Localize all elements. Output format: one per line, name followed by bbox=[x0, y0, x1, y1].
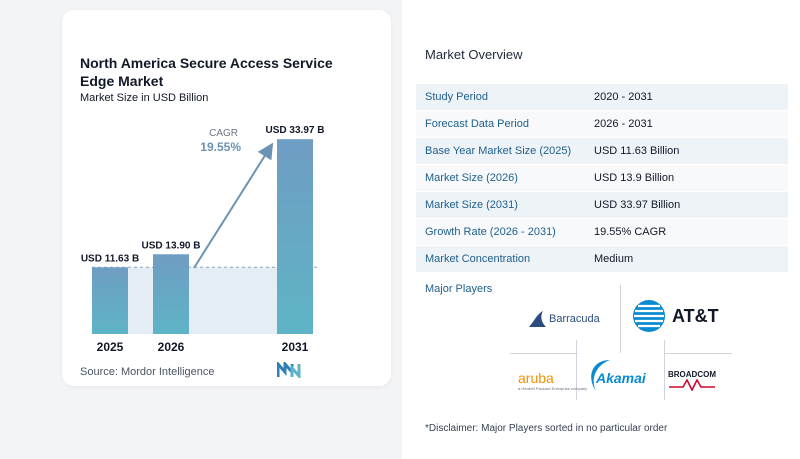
row-label: Forecast Data Period bbox=[425, 118, 529, 130]
table-row: Forecast Data Period 2026 - 2031 bbox=[416, 111, 788, 138]
broadcom-text: BROADCOM bbox=[668, 370, 716, 379]
barracuda-text: Barracuda bbox=[549, 313, 600, 325]
bar-2025 bbox=[92, 267, 128, 334]
cagr-value: 19.55% bbox=[200, 140, 241, 154]
players-grid bbox=[510, 285, 732, 400]
cagr-label: CAGR bbox=[209, 128, 238, 139]
row-label: Market Size (2031) bbox=[425, 199, 518, 211]
row-label: Growth Rate (2026 - 2031) bbox=[425, 226, 556, 238]
chart-title: North America Secure Access Service Edge… bbox=[80, 55, 333, 89]
disclaimer-text: *Disclaimer: Major Players sorted in no … bbox=[425, 423, 668, 434]
grid-divider bbox=[576, 340, 577, 400]
market-stats-table: Study Period 2020 - 2031 Forecast Data P… bbox=[416, 84, 788, 273]
att-text: AT&T bbox=[672, 305, 719, 326]
akamai-text: Akamai bbox=[596, 370, 646, 386]
att-logo: AT&T bbox=[632, 299, 719, 333]
tick-label-2025: 2025 bbox=[97, 340, 124, 354]
row-value: USD 13.9 Billion bbox=[594, 172, 675, 184]
overview-title: Market Overview bbox=[425, 47, 523, 62]
table-row: Base Year Market Size (2025) USD 11.63 B… bbox=[416, 138, 788, 165]
table-row: Market Size (2031) USD 33.97 Billion bbox=[416, 192, 788, 219]
row-label: Market Size (2026) bbox=[425, 172, 518, 184]
row-value: 2020 - 2031 bbox=[594, 91, 653, 103]
grid-divider bbox=[510, 353, 578, 354]
row-label: Base Year Market Size (2025) bbox=[425, 145, 572, 157]
broadcom-logo: BROADCOM bbox=[668, 370, 716, 391]
bar-2026 bbox=[153, 254, 189, 334]
source-text: Source: Mordor Intelligence bbox=[80, 366, 215, 378]
table-row: Market Size (2026) USD 13.9 Billion bbox=[416, 165, 788, 192]
chart-subtitle: Market Size in USD Billion bbox=[80, 92, 209, 104]
tick-label-2031: 2031 bbox=[282, 340, 309, 354]
aruba-logo: aruba a Hewlett Packard Enterprise compa… bbox=[518, 370, 587, 391]
grid-divider bbox=[664, 353, 732, 354]
row-value: 2026 - 2031 bbox=[594, 118, 653, 130]
data-label-2031: USD 33.97 B bbox=[266, 125, 325, 136]
row-value: USD 11.63 Billion bbox=[594, 145, 680, 157]
aruba-subtext: a Hewlett Packard Enterprise company bbox=[518, 386, 588, 391]
row-value: USD 33.97 Billion bbox=[594, 199, 681, 211]
bar-2031 bbox=[277, 139, 313, 334]
att-globe-icon bbox=[633, 300, 665, 332]
grid-divider bbox=[664, 340, 665, 400]
tick-label-2026: 2026 bbox=[158, 340, 185, 354]
table-row: Study Period 2020 - 2031 bbox=[416, 84, 788, 111]
row-label: Market Concentration bbox=[425, 253, 531, 265]
major-players-title: Major Players bbox=[425, 283, 493, 295]
akamai-wave-icon bbox=[591, 360, 610, 391]
barracuda-logo: Barracuda bbox=[527, 310, 600, 328]
grid-divider bbox=[620, 285, 621, 353]
broadcom-pulse-icon bbox=[669, 379, 715, 391]
row-value: 19.55% CAGR bbox=[594, 226, 667, 238]
akamai-logo: Akamai bbox=[584, 357, 654, 395]
mordor-intelligence-logo bbox=[277, 362, 301, 378]
barracuda-fish-icon bbox=[529, 311, 546, 327]
data-label-2025: USD 11.63 B bbox=[81, 253, 139, 264]
table-row: Growth Rate (2026 - 2031) 19.55% CAGR bbox=[416, 219, 788, 246]
market-size-chart: USD 11.63 B 2025 USD 13.90 B 2026 USD 33.97 … bbox=[81, 125, 325, 354]
table-row: Market Concentration Medium bbox=[416, 246, 788, 273]
baseline-band bbox=[92, 267, 313, 334]
row-value: Medium bbox=[594, 253, 634, 265]
cagr-arrow bbox=[193, 142, 274, 269]
row-label: Study Period bbox=[425, 91, 488, 103]
data-label-2026: USD 13.90 B bbox=[142, 240, 201, 251]
aruba-text: aruba bbox=[518, 370, 554, 386]
